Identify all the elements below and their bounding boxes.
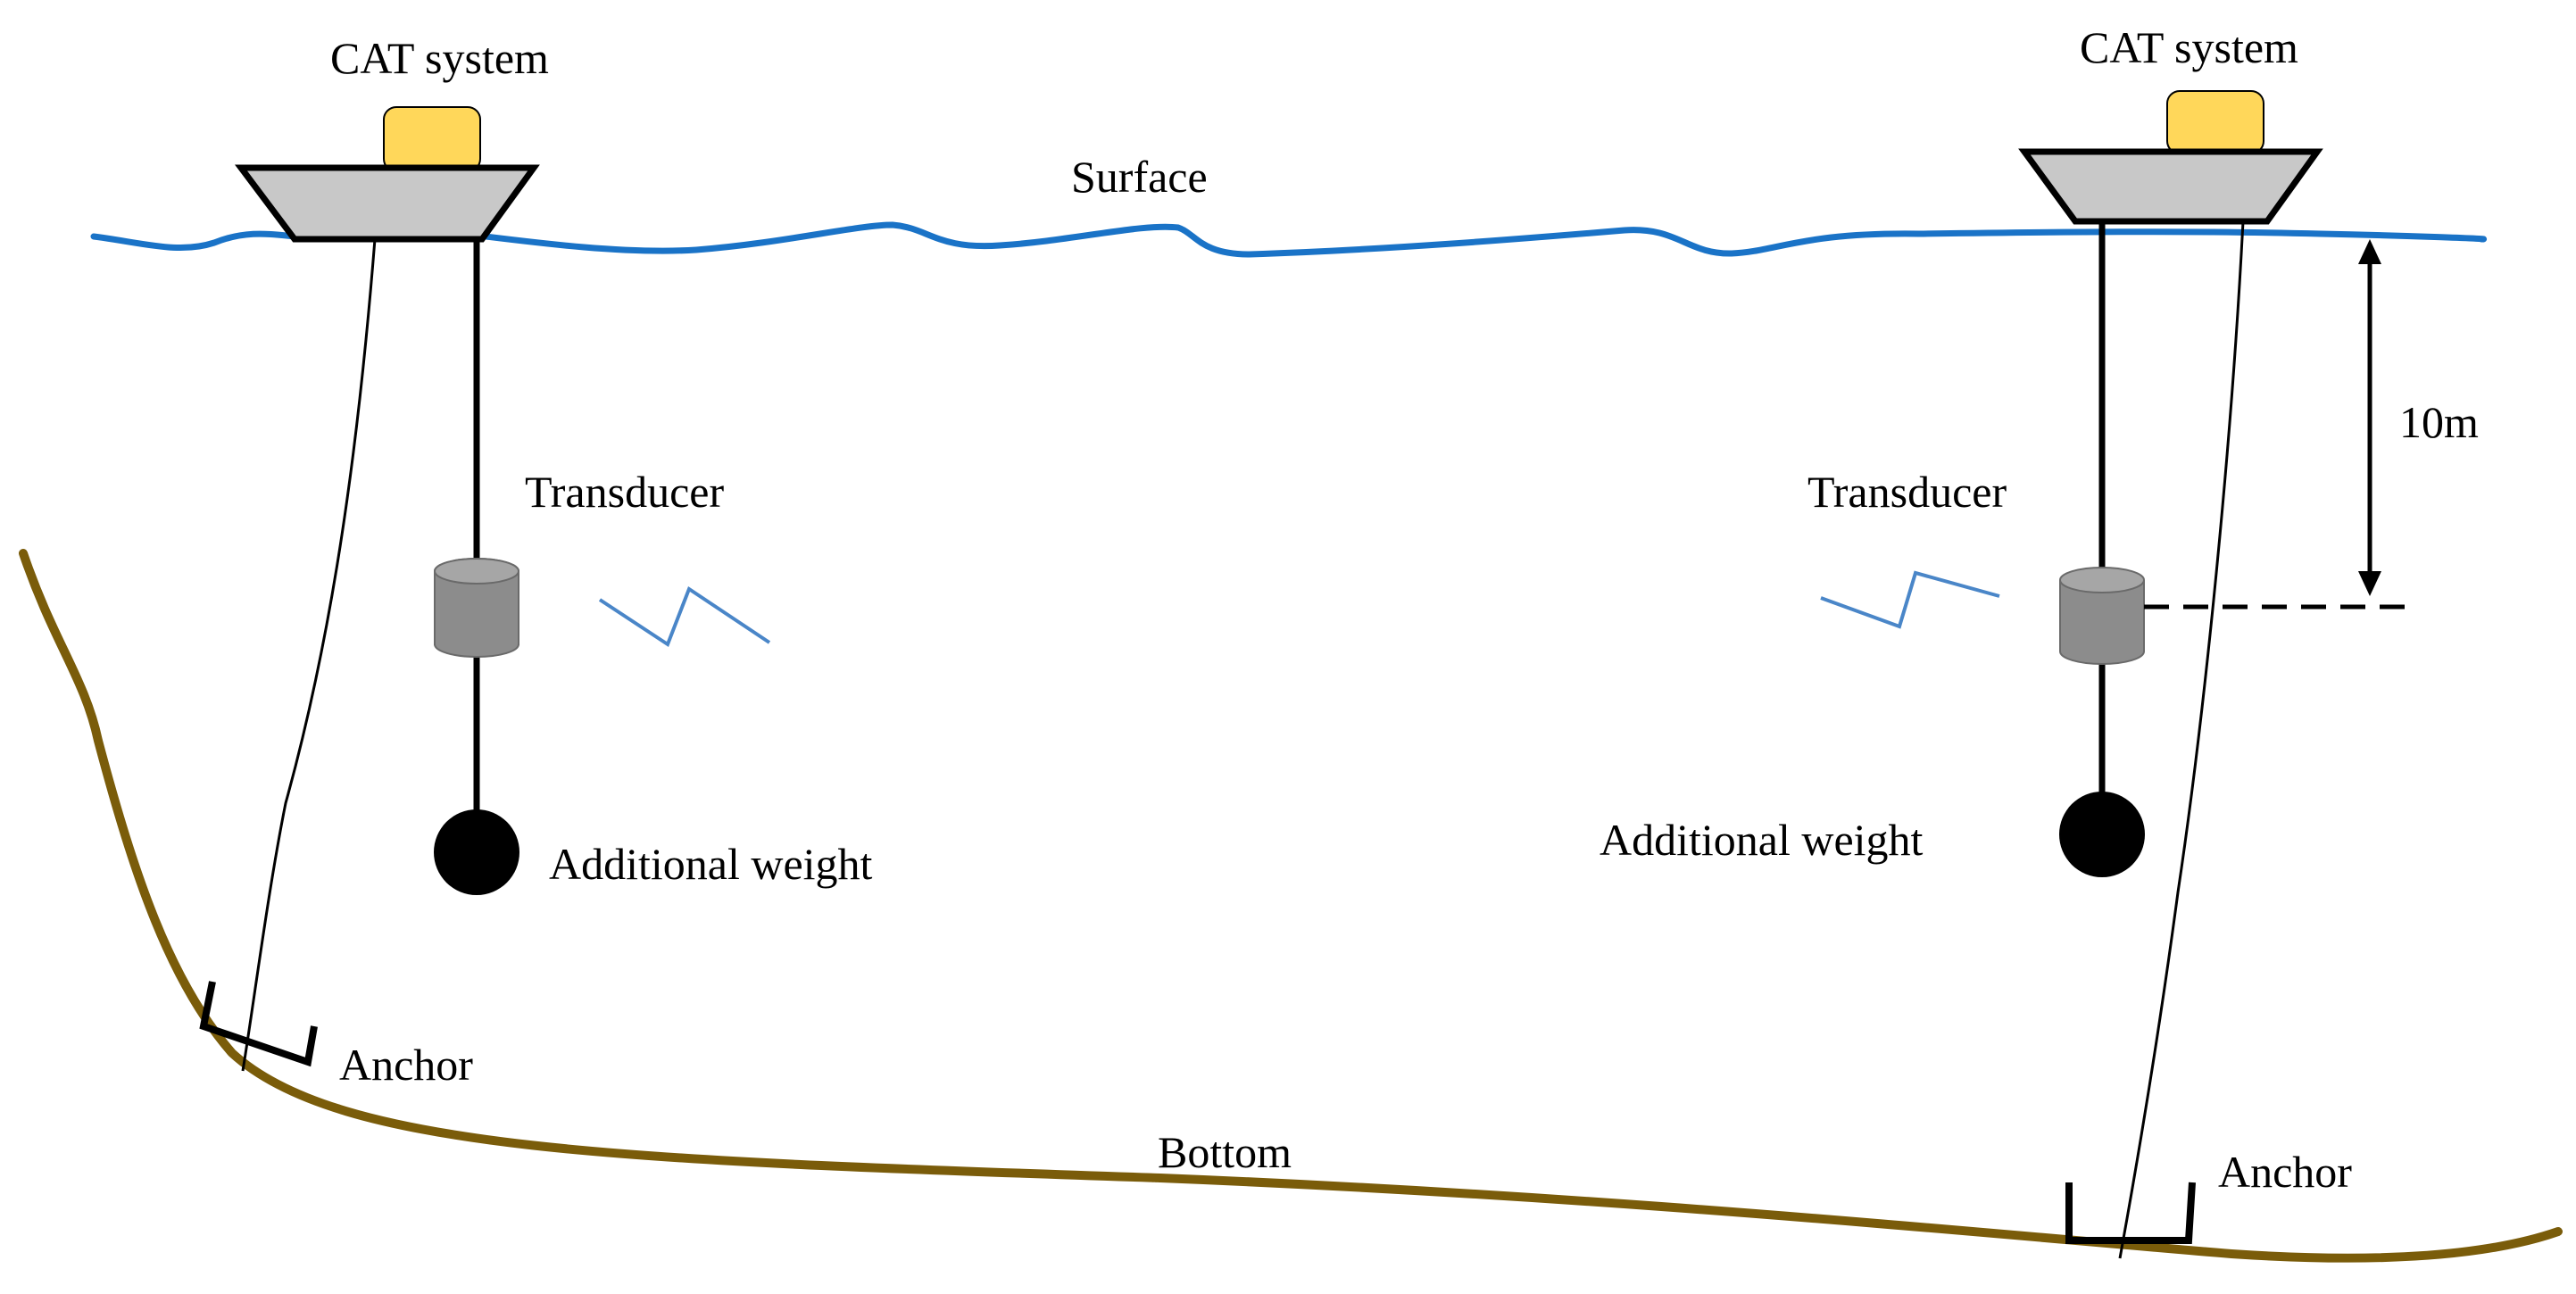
- surface-label: Surface: [1071, 152, 1208, 202]
- cat-cabin-left: [383, 106, 481, 172]
- signal-icon-left: [598, 585, 771, 648]
- cat-hull-left: [235, 164, 540, 243]
- seabed-line: [19, 549, 2563, 1263]
- transducer-right: [2059, 567, 2145, 665]
- signal-icon-right: [1820, 570, 2000, 629]
- anchor-icon-right: [2065, 1182, 2196, 1244]
- cat-cabin-right: [2166, 90, 2264, 154]
- anchor-label-right: Anchor: [2218, 1147, 2352, 1197]
- additional-weight-left: [434, 809, 519, 895]
- additional-weight-label-right: Additional weight: [1600, 815, 1924, 865]
- additional-weight-right: [2059, 792, 2145, 877]
- depth-indicator: [2144, 239, 2410, 610]
- mooring-line-left: [241, 238, 377, 1072]
- bottom-label: Bottom: [1158, 1127, 1292, 1177]
- anchor-icon-left: [199, 981, 318, 1067]
- cat-system-label-right: CAT system: [2080, 22, 2298, 72]
- cat-system-left: [235, 106, 540, 243]
- transducer-label-right: Transducer: [1807, 467, 2007, 517]
- mooring-line-right: [2118, 220, 2245, 1259]
- cat-system-label-left: CAT system: [330, 33, 549, 83]
- depth-label: 10m: [2399, 397, 2479, 447]
- anchor-label-left: Anchor: [339, 1040, 473, 1090]
- additional-weight-label-left: Additional weight: [549, 839, 873, 889]
- cat-system-right: [2018, 90, 2323, 225]
- transducer-label-left: Transducer: [525, 467, 724, 517]
- cat-hull-right: [2018, 148, 2323, 225]
- transducer-left: [434, 558, 519, 658]
